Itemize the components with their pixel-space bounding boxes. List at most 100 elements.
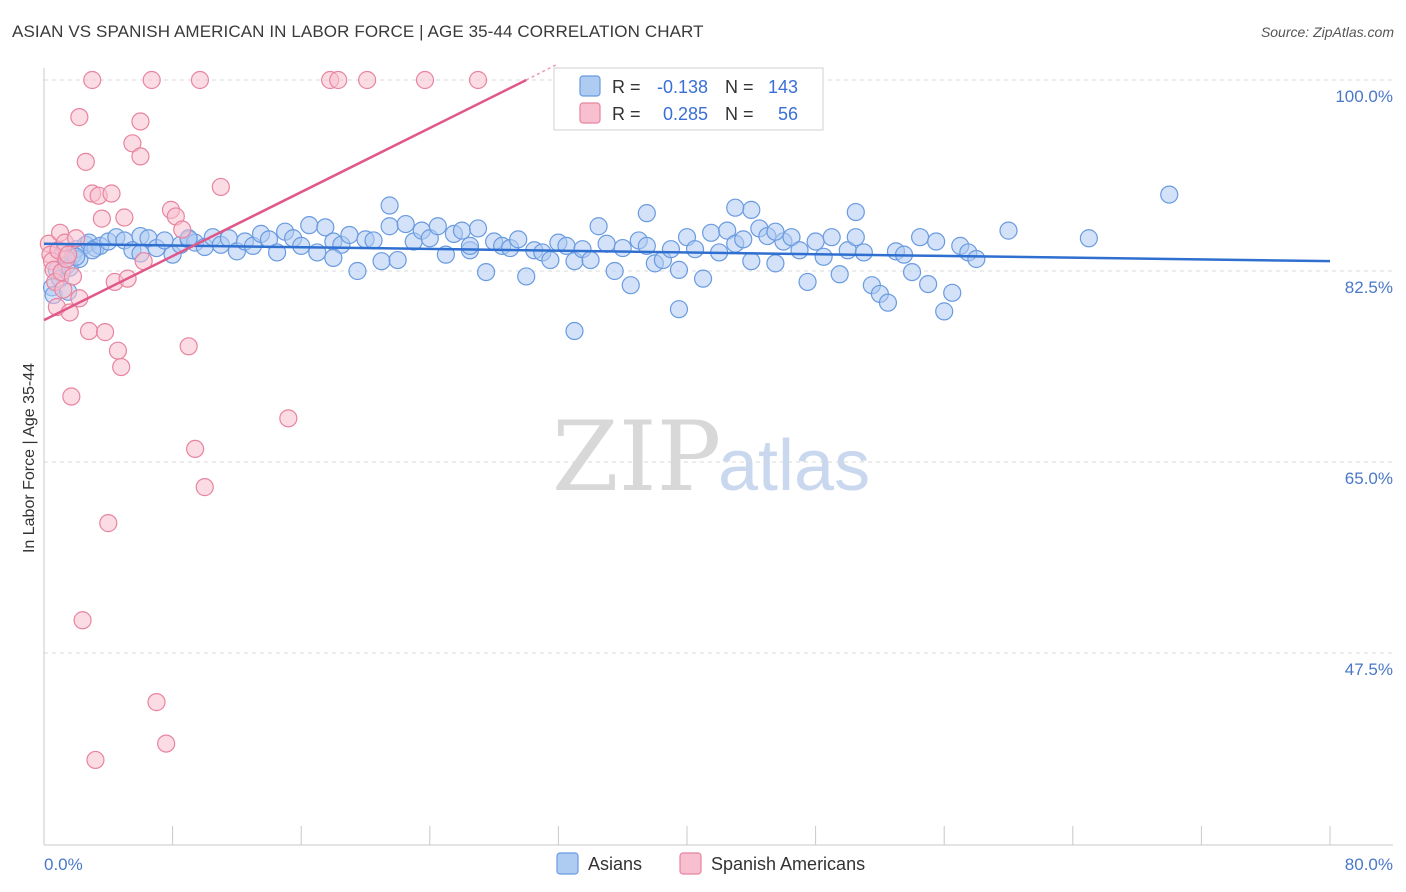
- asian-point: [718, 221, 737, 240]
- legend-n-label-spanish: N =: [725, 104, 754, 124]
- x-tick-label-min: 0.0%: [44, 855, 83, 874]
- asian-point: [878, 293, 898, 312]
- spanish-point: [86, 750, 105, 770]
- asian-point: [726, 198, 745, 217]
- asian-point: [380, 196, 399, 215]
- asian-point: [83, 241, 102, 260]
- asian-point: [830, 265, 849, 284]
- spanish-point: [186, 439, 205, 459]
- asian-point: [396, 214, 415, 234]
- spanish-trend-line: [43, 78, 527, 322]
- spanish-point: [73, 611, 92, 630]
- spanish-point: [54, 280, 73, 299]
- asian-point: [927, 232, 946, 251]
- spanish-point: [147, 693, 166, 712]
- asian-point: [999, 221, 1018, 240]
- source-label: Source: ZipAtlas.com: [1260, 24, 1394, 40]
- gridlines: [44, 79, 1393, 654]
- y-axis-tick-labels: 47.5% 65.0% 82.5% 100.0%: [1335, 87, 1393, 679]
- asian-point: [685, 240, 705, 259]
- y-axis-label: In Labor Force | Age 35-44: [21, 363, 38, 553]
- asian-point: [943, 283, 962, 302]
- asian-point: [806, 232, 825, 251]
- bottom-legend-swatch-asians: [556, 852, 579, 875]
- spanish-point: [173, 220, 192, 239]
- asian-point: [967, 249, 986, 269]
- x-axis-ticks: [172, 826, 1331, 845]
- watermark-atlas: atlas: [718, 426, 870, 506]
- asian-point: [814, 247, 833, 266]
- asian-point: [854, 243, 873, 262]
- legend-swatch-asians: [579, 75, 601, 97]
- spanish-point: [131, 147, 150, 166]
- asian-point: [1160, 185, 1179, 204]
- spanish-point: [157, 734, 176, 753]
- chart-title: ASIAN VS SPANISH AMERICAN IN LABOR FORCE…: [12, 22, 704, 41]
- asian-point: [541, 250, 560, 270]
- bottom-legend-swatch-spanish: [679, 852, 702, 875]
- asian-points: [42, 185, 1179, 341]
- axes: [43, 68, 1393, 846]
- legend-swatch-spanish: [579, 102, 601, 124]
- spanish-point: [468, 70, 488, 90]
- spanish-point: [415, 70, 435, 90]
- asian-point: [902, 262, 922, 282]
- asian-trend-line: [43, 242, 1331, 263]
- y-tick-label-3: 100.0%: [1335, 87, 1393, 106]
- spanish-point: [67, 229, 86, 248]
- y-tick-label-2: 82.5%: [1345, 278, 1393, 297]
- bottom-legend-asians: Asians: [588, 854, 642, 874]
- spanish-point: [115, 208, 134, 227]
- legend-r-label-asians: R =: [612, 77, 641, 97]
- spanish-point: [99, 514, 118, 533]
- asian-point: [316, 218, 335, 237]
- spanish-point: [95, 323, 115, 342]
- asian-point: [460, 236, 480, 255]
- spanish-point: [112, 357, 131, 377]
- asian-point: [621, 276, 640, 295]
- asian-point: [669, 260, 689, 280]
- asian-point: [637, 236, 656, 255]
- spanish-point: [102, 184, 121, 203]
- asian-point: [766, 222, 785, 241]
- spanish-point: [123, 134, 142, 153]
- asian-point: [734, 230, 753, 249]
- asian-point: [324, 248, 343, 268]
- asian-point: [468, 219, 488, 238]
- spanish-point: [59, 245, 78, 264]
- spanish-point: [70, 108, 89, 127]
- spanish-point: [92, 209, 111, 228]
- x-tick-label-max: 80.0%: [1345, 855, 1393, 874]
- spanish-point: [211, 177, 230, 197]
- asian-point: [476, 262, 496, 282]
- spanish-point: [279, 409, 298, 428]
- asian-point: [597, 234, 616, 253]
- spanish-point: [329, 70, 348, 90]
- watermark-zip: ZIP: [552, 401, 721, 513]
- asian-point: [798, 272, 817, 292]
- legend-r-label-spanish: R =: [612, 104, 641, 124]
- spanish-point: [108, 341, 128, 360]
- asian-point: [581, 250, 600, 270]
- spanish-point: [79, 321, 99, 341]
- asian-point: [822, 228, 841, 247]
- asian-point: [613, 238, 632, 258]
- asian-point: [669, 300, 689, 319]
- asian-point: [702, 223, 721, 242]
- asian-point: [846, 228, 865, 247]
- series-legend: Asians Spanish Americans: [556, 852, 865, 875]
- bottom-legend-spanish: Spanish Americans: [711, 854, 865, 874]
- spanish-point: [62, 387, 81, 406]
- asian-point: [742, 200, 761, 219]
- asian-point: [428, 217, 447, 236]
- asian-point: [919, 274, 938, 294]
- legend-r-value-spanish: 0.285: [663, 104, 708, 124]
- y-tick-label-0: 47.5%: [1345, 660, 1393, 679]
- asian-point: [589, 217, 608, 236]
- legend-n-label-asians: N =: [725, 77, 754, 97]
- spanish-point: [358, 70, 377, 90]
- asian-point: [300, 216, 319, 235]
- spanish-point: [76, 152, 95, 171]
- asian-point: [388, 250, 407, 270]
